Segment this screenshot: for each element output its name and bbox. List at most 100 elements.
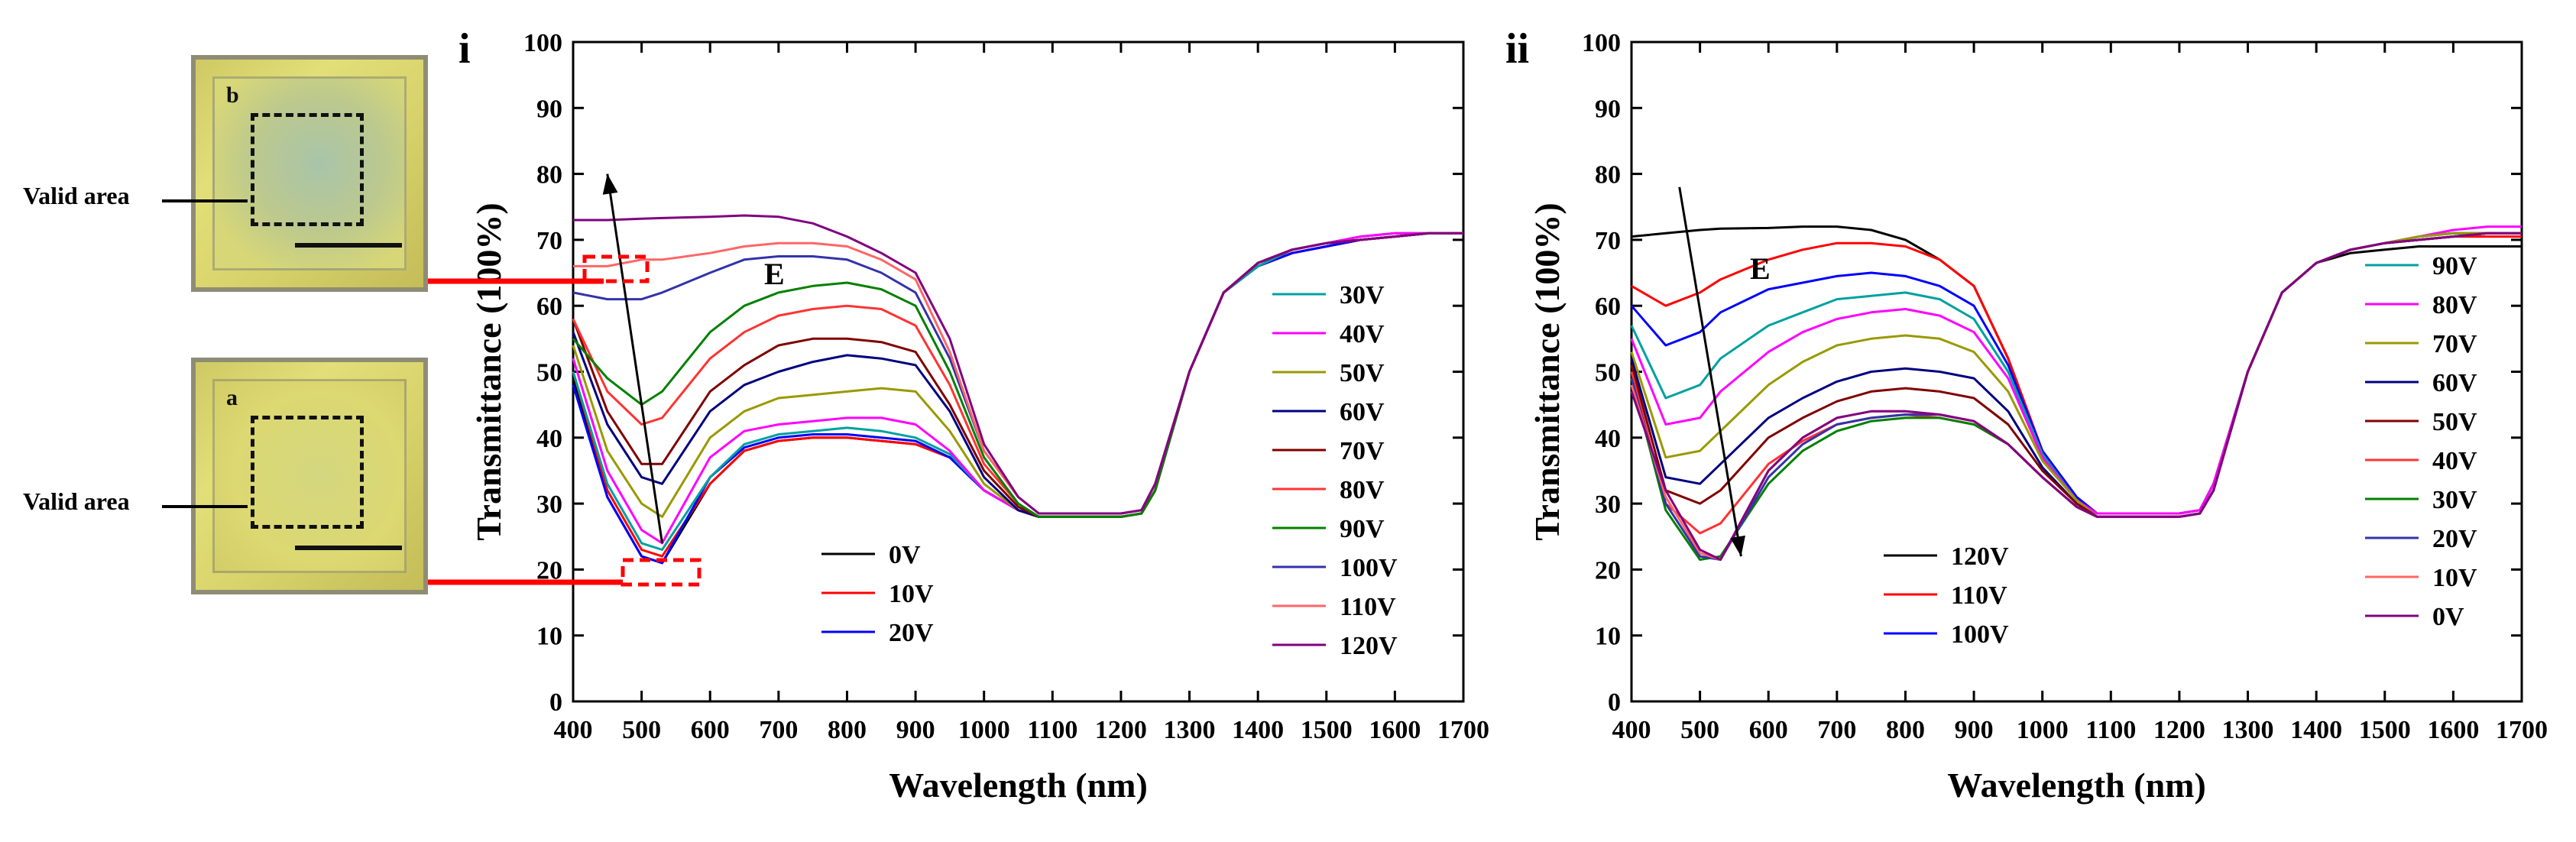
legend-label-30V: 30V [2432,486,2477,514]
legend-label-0V: 0V [889,541,921,569]
x-tick-label: 1500 [1301,716,1353,744]
legend-label-60V: 60V [1340,398,1385,426]
highlight-box-top [582,254,650,283]
x-tick-label: 1200 [2153,716,2205,744]
legend-label-20V: 20V [889,619,934,647]
legend-label-10V: 10V [889,580,934,608]
x-tick-label: 900 [896,716,935,744]
y-axis-label: Transmittance (100%) [469,202,508,540]
x-tick-label: 1600 [1369,716,1421,744]
legend-label-40V: 40V [2432,447,2477,475]
sample-film-a [212,379,407,573]
x-tick-label: 1700 [1437,716,1489,744]
x-tick-label: 1400 [2290,716,2342,744]
x-tick-label: 1300 [1164,716,1216,744]
photo-link-lines [428,254,702,587]
series-line-120V [573,214,1463,515]
legend-label-80V: 80V [1340,476,1385,504]
y-tick-label: 10 [536,623,562,651]
legend-label-50V: 50V [1340,359,1385,387]
legend-label-90V: 90V [1340,515,1385,543]
series-line-90V [572,232,1463,518]
series-line-60V [572,232,1463,518]
x-tick-label: 1100 [2085,716,2136,744]
legend-label-40V: 40V [1340,320,1385,348]
field-arrow-head [602,173,618,195]
sample-photo-a: a [191,358,428,594]
legend-label-10V: 10V [2432,564,2477,592]
x-tick-label: 1100 [1027,716,1077,744]
y-tick-label: 100 [523,29,562,57]
legend-label-70V: 70V [2432,330,2477,358]
field-arrow-shaft [1678,186,1742,557]
legend-label-50V: 50V [2432,408,2477,436]
x-tick-label: 400 [1612,716,1651,744]
x-tick-label: 800 [1886,716,1925,744]
y-tick-label: 20 [1595,556,1621,585]
x-tick-label: 500 [622,716,661,744]
valid-area-leader-a [162,505,248,508]
legend-label-20V: 20V [2432,525,2477,553]
valid-area-label-b: Valid area [23,182,130,209]
y-tick-label: 60 [1595,293,1621,321]
y-axis-label: Transmittance (100%) [1528,202,1567,540]
sample-letter-a: a [226,385,238,410]
legend-label-90V: 90V [2432,252,2477,280]
highlight-box-bottom [621,558,702,587]
x-tick-label: 1600 [2427,716,2479,744]
x-tick-label: 900 [1955,716,1994,744]
valid-area-label-a: Valid area [23,487,130,515]
y-tick-label: 0 [549,688,562,717]
y-tick-label: 70 [536,227,562,255]
x-tick-label: 500 [1680,716,1719,744]
chart-panel-ii: 400 500 600 700 800 900 1000 1100 1200 1300 1400 15… [1528,29,2548,805]
x-tick-label: 600 [1749,716,1788,744]
x-tick-label: 400 [554,716,593,744]
legend-label-0V: 0V [2432,603,2464,631]
series-line-100V [572,232,1463,515]
valid-area-box-b [251,113,364,226]
legend-label-120V: 120V [1951,542,2009,571]
sample-film-b [212,76,407,270]
x-tick-label: 700 [759,716,798,744]
legend-label-110V: 110V [1340,593,1396,621]
y-tick-label: 30 [1595,491,1621,519]
x-tick-label: 800 [828,716,867,744]
x-axis-label: Wavelength (nm) [1947,766,2206,805]
field-arrow-label: E [1750,251,1771,286]
field-arrow-head [1730,535,1745,557]
legend-label-110V: 110V [1951,581,2007,610]
scale-bar-b [295,243,402,248]
y-tick-label: 90 [536,95,562,123]
field-arrow-shaft [606,173,663,544]
legend-label-70V: 70V [1340,437,1385,465]
field-arrow-label: E [764,257,785,291]
series-line-80V [572,232,1463,518]
x-tick-label: 600 [691,716,730,744]
y-tick-label: 80 [536,161,562,189]
y-tick-label: 0 [1608,688,1621,717]
legend-label-80V: 80V [2432,291,2477,319]
legend-label-60V: 60V [2432,369,2477,397]
valid-area-leader-b [162,199,248,202]
x-tick-label: 1300 [2222,716,2274,744]
series-line-0V [1630,232,2522,561]
chart-panel-i: 400 500 600 700 800 900 1000 1100 1200 1300 1400 15… [469,29,1489,805]
y-tick-label: 50 [536,359,562,387]
panel-label-i: i [458,25,471,73]
sample-letter-b: b [226,83,239,108]
x-tick-label: 1700 [2496,716,2548,744]
x-axis-label: Wavelength (nm) [889,766,1148,805]
y-tick-label: 60 [536,293,562,321]
plot-frame [572,40,1465,703]
y-tick-label: 100 [1582,29,1621,57]
x-tick-label: 1500 [2359,716,2411,744]
y-tick-label: 10 [1595,623,1621,651]
y-tick-label: 30 [536,491,562,519]
x-tick-label: 1000 [2017,716,2069,744]
valid-area-box-a [251,416,364,529]
x-tick-label: 700 [1817,716,1856,744]
y-tick-label: 90 [1595,95,1621,123]
y-tick-label: 50 [1595,359,1621,387]
